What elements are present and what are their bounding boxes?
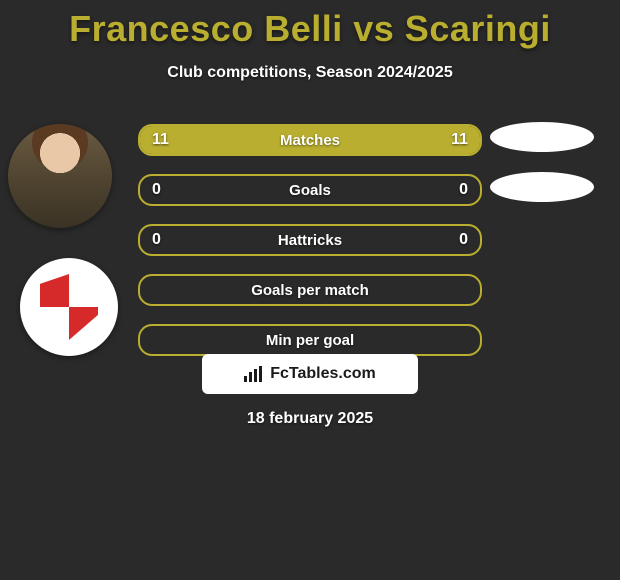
stat-row-matches: 11 11 Matches: [138, 124, 482, 156]
value-right: 0: [459, 181, 468, 199]
attribution-badge: FcTables.com: [202, 354, 418, 394]
date-label: 18 february 2025: [247, 410, 373, 428]
blob-right-matches: [490, 122, 594, 152]
stat-label: Goals: [289, 182, 331, 199]
stat-label: Hattricks: [278, 232, 342, 249]
value-right: 0: [459, 231, 468, 249]
value-left: 11: [152, 131, 169, 149]
stat-label: Min per goal: [266, 332, 354, 349]
header: Francesco Belli vs Scaringi Club competi…: [0, 0, 620, 82]
comparison-rows: 11 11 Matches 0 0 Goals 0 0 Hattricks Goals per m…: [138, 124, 482, 374]
blob-right-goals: [490, 172, 594, 202]
shield-icon: [40, 274, 98, 340]
value-right: 11: [451, 131, 468, 149]
value-left: 0: [152, 231, 161, 249]
page-title: Francesco Belli vs Scaringi: [0, 8, 620, 50]
chart-icon: [244, 366, 264, 382]
stat-row-goals: 0 0 Goals: [138, 174, 482, 206]
attribution-text: FcTables.com: [270, 365, 376, 383]
value-left: 0: [152, 181, 161, 199]
player-photo-left: [8, 124, 112, 228]
stat-label: Goals per match: [251, 282, 369, 299]
stat-row-mpg: Min per goal: [138, 324, 482, 356]
stat-row-gpm: Goals per match: [138, 274, 482, 306]
club-badge-left: [20, 258, 118, 356]
stat-row-hattricks: 0 0 Hattricks: [138, 224, 482, 256]
stat-label: Matches: [280, 132, 340, 149]
page-subtitle: Club competitions, Season 2024/2025: [0, 64, 620, 82]
